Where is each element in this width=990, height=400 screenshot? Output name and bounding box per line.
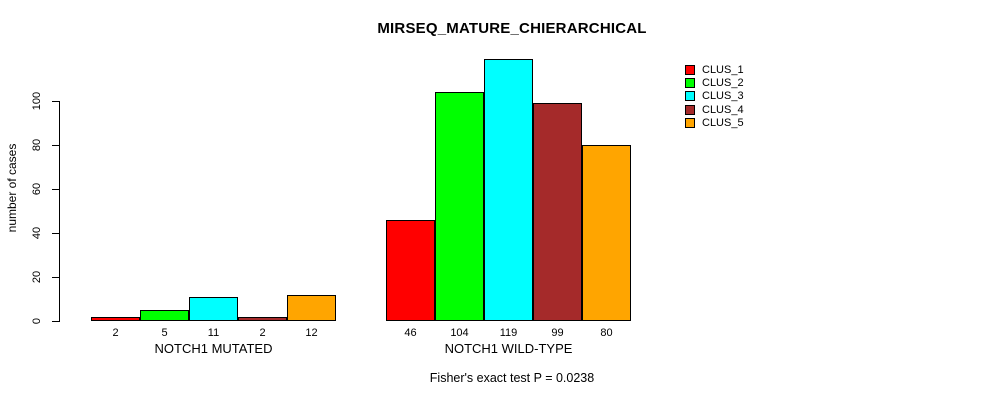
y-tick — [52, 233, 59, 234]
chart-title: MIRSEQ_MATURE_CHIERARCHICAL — [377, 20, 647, 37]
legend-item: CLUS_4 — [685, 104, 765, 117]
group-label: NOTCH1 WILD-TYPE — [444, 341, 573, 356]
legend-swatch — [685, 65, 695, 75]
y-tick — [52, 277, 59, 278]
legend-label: CLUS_1 — [702, 64, 744, 76]
bar-clus_4 — [238, 316, 287, 321]
legend-item: CLUS_2 — [685, 77, 765, 90]
legend-swatch — [685, 117, 695, 128]
y-tick — [52, 321, 59, 322]
legend-label: CLUS_5 — [702, 116, 744, 129]
legend-label: CLUS_3 — [702, 90, 744, 103]
bar-value-label: 104 — [450, 327, 469, 339]
legend-label: CLUS_4 — [702, 103, 744, 116]
group-label: NOTCH1 MUTATED — [154, 341, 273, 356]
legend-item: CLUS_5 — [685, 117, 765, 130]
fisher-test-note: Fisher's exact test P = 0.0238 — [429, 371, 595, 385]
y-tick-label: 40 — [31, 226, 43, 240]
y-tick — [52, 189, 59, 190]
bar-clus_1 — [386, 219, 435, 321]
bar-value-label: 80 — [600, 327, 613, 339]
bar-value-label: 46 — [404, 327, 417, 339]
bar-value-label: 99 — [551, 327, 564, 339]
bar-clus_4 — [533, 103, 582, 321]
bar-clus_5 — [287, 294, 336, 321]
bar-clus_3 — [189, 296, 238, 321]
y-tick-label: 0 — [31, 317, 43, 325]
bar-clus_1 — [91, 316, 140, 321]
legend-item: CLUS_1 — [685, 64, 765, 77]
legend-label: CLUS_2 — [702, 77, 744, 90]
y-tick-label: 100 — [31, 91, 43, 111]
bar-clus_2 — [140, 310, 189, 321]
bar-value-label: 11 — [207, 327, 220, 339]
y-axis-line — [59, 101, 60, 322]
y-tick-label: 80 — [31, 138, 43, 152]
bar-value-label: 12 — [305, 327, 318, 339]
legend-swatch — [685, 91, 695, 102]
y-tick — [52, 145, 59, 146]
bar-value-label: 119 — [499, 327, 518, 339]
bar-value-label: 5 — [161, 327, 168, 339]
legend-swatch — [685, 104, 695, 115]
legend-item: CLUS_3 — [685, 90, 765, 103]
legend-swatch — [685, 78, 695, 89]
bar-clus_2 — [435, 92, 484, 321]
y-tick-label: 60 — [31, 182, 43, 196]
y-tick-label: 20 — [31, 270, 43, 284]
y-axis-title: number of cases — [5, 143, 19, 233]
bar-clus_3 — [484, 59, 533, 321]
bar-value-label: 2 — [112, 327, 119, 339]
bar-clus_5 — [582, 145, 631, 321]
bar-value-label: 2 — [259, 327, 266, 339]
y-tick — [52, 101, 59, 102]
